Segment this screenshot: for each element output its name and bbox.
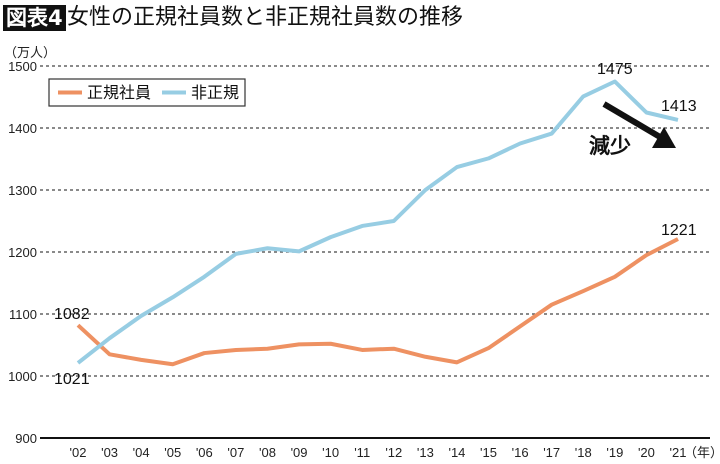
- label-regular-2021: 1221: [661, 222, 697, 239]
- y-tick-label: 1400: [8, 121, 37, 136]
- y-tick-label: 1100: [9, 307, 37, 322]
- y-tick-label: 1000: [8, 369, 37, 384]
- x-tick-label: '06: [196, 445, 213, 460]
- legend-label-regular: 正規社員: [87, 84, 151, 102]
- x-tick-label: '04: [133, 445, 150, 460]
- y-tick-label: 1300: [8, 183, 37, 198]
- x-tick-label: '12: [385, 445, 402, 460]
- y-tick-label: 1200: [8, 245, 37, 260]
- series-line-nonregular: [76, 79, 679, 365]
- x-tick-label: '19: [606, 445, 623, 460]
- x-tick-label: '14: [448, 445, 465, 460]
- arrow-shaft: [602, 101, 662, 140]
- x-tick-label: '15: [480, 445, 497, 460]
- x-tick-label: '16: [512, 445, 529, 460]
- x-tick-label: '03: [101, 445, 118, 460]
- x-tick-label: '02: [70, 445, 87, 460]
- chart-title: 女性の正規社員数と非正規社員数の推移: [67, 5, 464, 30]
- figure-label: 図表4: [3, 5, 66, 31]
- label-nonregular-2002: 1021: [54, 371, 90, 388]
- y-tick-label: 1500: [8, 59, 37, 74]
- label-regular-2002: 1082: [54, 306, 90, 323]
- x-tick-label: '17: [543, 445, 560, 460]
- legend: 正規社員 非正規: [48, 78, 246, 107]
- x-tick-label: '07: [227, 445, 244, 460]
- label-nonregular-2019: 1475: [597, 61, 633, 78]
- decrease-arrow: [602, 101, 676, 148]
- x-tick-label: '18: [575, 445, 592, 460]
- legend-label-nonregular: 非正規: [191, 84, 239, 102]
- x-axis-unit: （年）: [684, 445, 720, 460]
- x-tick-label: '13: [417, 445, 434, 460]
- x-tick-label: '11: [354, 445, 370, 460]
- decrease-annotation: 減少: [589, 134, 631, 158]
- y-axis-unit: （万人）: [4, 45, 56, 60]
- x-tick-label: '08: [259, 445, 276, 460]
- label-nonregular-2021: 1413: [661, 98, 697, 115]
- x-tick-label: '09: [291, 445, 308, 460]
- x-tick-label: '05: [164, 445, 181, 460]
- series-line-regular: [76, 237, 679, 367]
- x-tick-label: '20: [638, 445, 655, 460]
- y-tick-label: 900: [15, 431, 37, 446]
- x-tick-label: '21: [670, 445, 687, 460]
- x-tick-label: '10: [322, 445, 339, 460]
- arrow-head: [652, 127, 676, 148]
